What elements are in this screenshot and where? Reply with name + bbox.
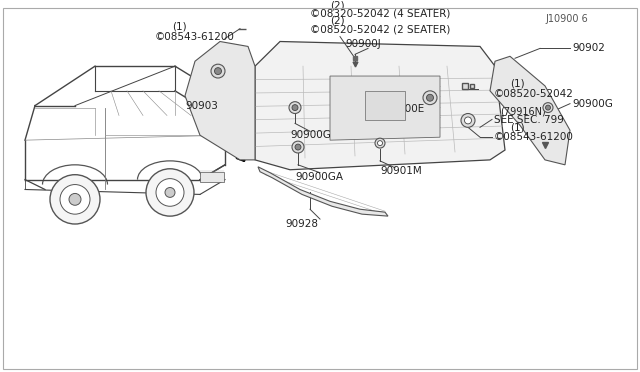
Text: 90900J: 90900J	[345, 39, 381, 49]
Circle shape	[60, 185, 90, 214]
Circle shape	[292, 105, 298, 110]
Polygon shape	[255, 42, 505, 170]
Circle shape	[461, 113, 475, 127]
Polygon shape	[330, 76, 440, 140]
Text: 90900G: 90900G	[572, 99, 613, 109]
Polygon shape	[185, 42, 255, 160]
Text: 90901M: 90901M	[380, 166, 422, 176]
Text: 90900G: 90900G	[290, 130, 331, 140]
Circle shape	[69, 193, 81, 205]
Bar	[200, 172, 224, 182]
Circle shape	[211, 64, 225, 78]
Text: ©08520-52042 (2 SEATER): ©08520-52042 (2 SEATER)	[310, 25, 451, 35]
Text: J10900 6: J10900 6	[545, 14, 588, 24]
Polygon shape	[490, 56, 570, 165]
Text: 90902: 90902	[572, 44, 605, 54]
Circle shape	[146, 169, 194, 216]
Text: 90928: 90928	[285, 219, 318, 229]
Text: (2): (2)	[330, 16, 344, 26]
Circle shape	[295, 144, 301, 150]
Circle shape	[289, 102, 301, 113]
Text: ©08320-52042 (4 SEATER): ©08320-52042 (4 SEATER)	[310, 9, 451, 19]
Circle shape	[545, 105, 550, 110]
Circle shape	[465, 117, 472, 124]
Circle shape	[423, 91, 437, 105]
Text: (1): (1)	[510, 122, 525, 132]
Text: (1): (1)	[510, 79, 525, 89]
Text: ©08543-61200: ©08543-61200	[494, 132, 574, 142]
Circle shape	[375, 138, 385, 148]
Circle shape	[156, 179, 184, 206]
Text: 90903: 90903	[185, 101, 218, 110]
Text: (1): (1)	[172, 22, 187, 32]
Text: (2): (2)	[330, 0, 344, 10]
Circle shape	[165, 187, 175, 198]
Circle shape	[543, 103, 553, 113]
Circle shape	[292, 141, 304, 153]
Circle shape	[426, 94, 433, 101]
Text: ©08520-52042: ©08520-52042	[494, 89, 574, 99]
Circle shape	[50, 175, 100, 224]
Text: 90900GA: 90900GA	[295, 171, 343, 182]
Text: SEE SEC. 799: SEE SEC. 799	[494, 115, 564, 125]
Text: (79916N): (79916N)	[500, 106, 546, 116]
Text: ©08543-61200: ©08543-61200	[155, 32, 235, 42]
Circle shape	[214, 68, 221, 74]
Text: 90900E: 90900E	[385, 103, 424, 113]
Polygon shape	[258, 167, 388, 216]
Circle shape	[378, 141, 383, 145]
Bar	[365, 91, 405, 121]
